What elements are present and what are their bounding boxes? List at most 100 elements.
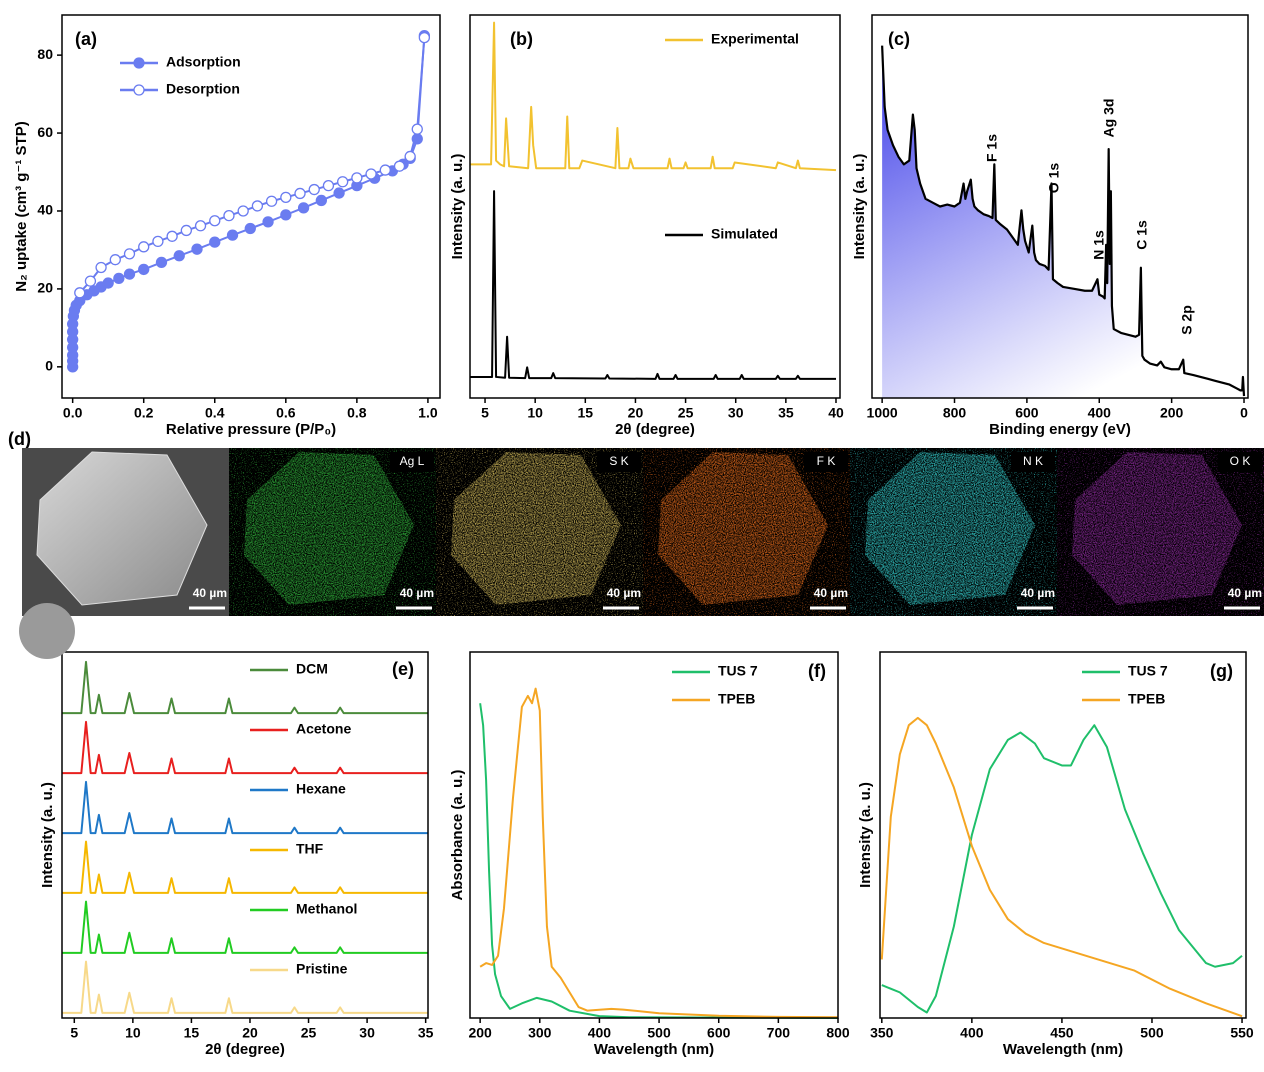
data-line <box>479 687 839 1019</box>
panel-label: (e) <box>392 659 414 679</box>
sem-crystal <box>36 451 208 606</box>
data-point <box>308 183 320 196</box>
legend-label: TUS 7 <box>718 663 758 679</box>
x-tick-label: 0.2 <box>134 405 154 421</box>
x-axis-title: Wavelength (nm) <box>1003 1041 1123 1058</box>
x-tick-label: 25 <box>678 405 694 421</box>
plot-frame <box>61 14 441 399</box>
data-point <box>113 272 125 285</box>
data-point <box>411 123 423 135</box>
panel-label: (a) <box>75 29 97 49</box>
panel: 1000 800 600 400 200 0 Binding energy (eV) Inte… <box>851 14 1249 438</box>
data-line <box>62 780 428 835</box>
data-point <box>404 150 416 163</box>
peak-annotation: F 1s <box>984 134 1000 162</box>
panel-label: (g) <box>1210 661 1233 681</box>
plot-frame <box>871 14 1249 399</box>
legend-marker <box>133 84 145 96</box>
panel-label: (f) <box>808 661 826 681</box>
legend-label: TUS 7 <box>1128 663 1168 679</box>
data-point <box>365 168 377 180</box>
panel-label: (c) <box>888 29 910 49</box>
peak-annotation: O 1s <box>1046 163 1062 194</box>
legend-label: Desorption <box>166 81 240 97</box>
x-tick-label: 500 <box>1140 1025 1164 1041</box>
data-line <box>62 840 428 894</box>
data-point <box>138 263 150 276</box>
x-tick-label: 20 <box>242 1025 258 1041</box>
eds-tile: S K 40 µm <box>436 448 643 616</box>
plot-frame <box>61 651 429 1019</box>
data-point <box>173 250 185 262</box>
x-tick-label: 400 <box>960 1025 984 1041</box>
scale-bar-label: 40 µm <box>1021 586 1055 600</box>
x-tick-label: 0.8 <box>347 405 367 421</box>
data-point <box>251 200 264 212</box>
x-axis-title: Binding energy (eV) <box>989 421 1131 438</box>
scale-bar-label: 40 µm <box>607 586 641 600</box>
eds-tile: N K 40 µm <box>850 448 1057 616</box>
y-tick-label: 60 <box>37 124 53 140</box>
panel-label: (d) <box>8 429 31 449</box>
x-tick-label: 800 <box>826 1025 850 1041</box>
x-tick-label: 25 <box>301 1025 317 1041</box>
data-line <box>881 724 1243 1014</box>
data-point <box>155 256 168 269</box>
x-axis-title: Wavelength (nm) <box>594 1041 714 1058</box>
element-label-box <box>1011 452 1055 472</box>
area-fill <box>882 45 1245 398</box>
data-point <box>379 164 391 176</box>
data-point <box>237 205 249 217</box>
x-tick-label: 1000 <box>867 405 898 421</box>
y-tick-label: 40 <box>37 202 53 218</box>
data-point <box>393 160 406 172</box>
data-point <box>297 202 310 214</box>
legend-label: DCM <box>296 661 328 677</box>
data-point <box>315 194 327 207</box>
data-point <box>209 236 221 248</box>
legend-label: Adsorption <box>166 54 241 70</box>
element-label-box <box>597 452 641 472</box>
y-axis-title: Intensity (a. u.) <box>857 782 874 888</box>
x-tick-label: 20 <box>628 405 644 421</box>
x-tick-label: 550 <box>1230 1025 1254 1041</box>
x-tick-label: 10 <box>125 1025 141 1041</box>
x-axis-title: 2θ (degree) <box>615 421 695 438</box>
y-axis-title: N₂ uptake (cm³ g⁻¹ STP) <box>13 121 30 291</box>
x-tick-label: 0 <box>1240 405 1248 421</box>
x-tick-label: 30 <box>359 1025 375 1041</box>
eds-tile: F K 40 µm <box>643 448 850 616</box>
x-tick-label: 35 <box>418 1025 434 1041</box>
legend-label: Pristine <box>296 961 348 977</box>
y-tick-label: 20 <box>37 280 53 296</box>
data-point <box>123 248 136 260</box>
panel: TUS 7 TPEB 200 300 400 500 600 700 800 Wavelength… <box>449 651 850 1058</box>
x-tick-label: 200 <box>1160 405 1184 421</box>
x-tick-label: 800 <box>943 405 967 421</box>
element-label-box <box>804 452 848 472</box>
eds-tile: Ag L 40 µm <box>229 448 436 616</box>
data-point <box>123 268 136 280</box>
y-axis-title: Intensity (a. u.) <box>449 154 466 260</box>
data-point <box>95 261 107 274</box>
panel: DCM Acetone Hexane THF Methanol Pristine 5 10 15… <box>39 651 434 1058</box>
sem-particle <box>19 603 75 659</box>
x-axis-title: Relative pressure (P/P₀) <box>166 421 336 438</box>
data-point <box>102 277 114 289</box>
x-tick-label: 600 <box>707 1025 731 1041</box>
map-crystal <box>865 452 1035 605</box>
eds-tile: 40 µm <box>19 448 229 659</box>
data-point <box>191 243 203 255</box>
data-point <box>226 229 239 241</box>
y-tick-label: 80 <box>37 46 53 62</box>
data-point <box>418 31 431 44</box>
data-point <box>74 287 86 299</box>
x-tick-label: 700 <box>767 1025 791 1041</box>
panel-label: (b) <box>510 29 533 49</box>
x-tick-label: 40 <box>828 405 844 421</box>
x-tick-label: 600 <box>1015 405 1039 421</box>
legend-label: TPEB <box>1128 691 1165 707</box>
legend-label: TPEB <box>718 691 755 707</box>
scale-bar-label: 40 µm <box>400 586 434 600</box>
